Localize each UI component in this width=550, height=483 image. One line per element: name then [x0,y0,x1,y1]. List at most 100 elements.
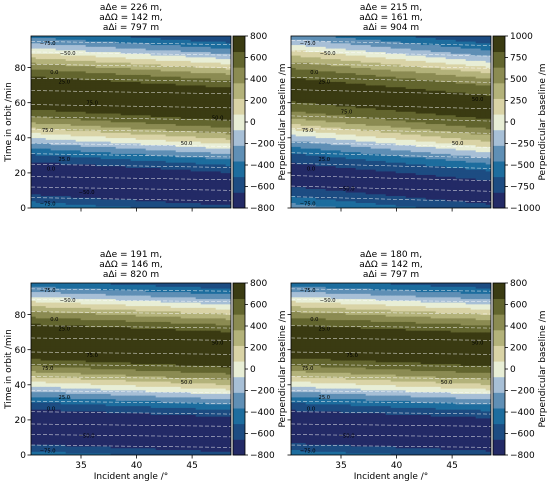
contour-cell [135,193,142,197]
contour-cell [325,49,332,53]
contour-cell [70,135,77,139]
contour-cell [220,162,227,165]
contour-cell [330,74,337,77]
contour-cell [35,55,42,58]
contour-cell [190,195,197,198]
contour-cell [175,170,182,174]
contour-cell [160,95,167,98]
contour-cell [215,84,222,88]
contour-cell [135,144,142,147]
contour-cell [325,37,332,40]
contour-cell [125,198,132,202]
contour-cell [205,193,212,197]
contour-cell [325,165,332,168]
contour-cell [150,46,157,49]
contour-cell [195,183,202,186]
contour-cell [200,62,207,65]
contour-cell [120,198,127,202]
contour-cell [31,191,37,195]
contour-cell [165,205,172,208]
contour-cell [310,76,317,79]
contour-cell [80,186,87,189]
contour-cell [215,197,222,200]
contour-cell [175,148,182,151]
contour-cell [65,88,72,91]
contour-cell [205,149,212,153]
contour-cell [140,56,147,60]
contour-cell [160,98,167,102]
contour-cell [200,198,207,202]
contour-cell [215,153,222,156]
contour-cell [175,69,182,72]
contour-cell [130,141,137,144]
contour-cell [200,139,207,142]
contour-cell [335,84,342,88]
contour-cell [225,184,231,188]
contour-cell [125,160,132,163]
contour-cell [185,51,192,54]
contour-cell [175,149,182,153]
colorbar-swatch [233,145,245,162]
contour-cell [295,177,302,181]
contour-cell [160,146,167,149]
contour-cell [75,186,82,189]
contour-cell [130,181,137,184]
contour-cell [60,62,67,65]
contour-cell [100,193,107,197]
contour-cell [120,125,127,128]
contour-cell [150,141,157,144]
contour-cell [120,135,127,139]
contour-cell [70,95,77,98]
contour-cell [50,197,57,200]
contour-cell [305,193,312,197]
contour-cell [31,119,37,123]
contour-cell [135,137,142,140]
contour-cell [200,111,207,114]
contour-cell [305,156,312,160]
contour-cell [215,133,222,137]
contour-cell [60,158,67,161]
contour-cell [295,56,302,60]
contour-cell [85,67,92,70]
contour-cell [105,111,112,114]
contour-cell [40,125,47,128]
contour-cell [55,184,62,188]
contour-cell [35,65,42,68]
contour-cell [45,104,52,107]
contour-cell [215,56,222,60]
contour-cell [135,98,142,102]
contour-cell [125,177,132,181]
contour-cell [135,42,142,46]
contour-cell [115,169,122,172]
contour-cell [55,100,62,103]
contour-cell [300,146,307,149]
contour-cell [150,67,157,70]
contour-cell [160,176,167,179]
contour-cell [85,95,92,98]
contour-cell [305,205,312,208]
contour-cell [225,119,231,123]
contour-cell [295,132,302,135]
contour-cell [160,105,167,109]
contour-cell [145,142,152,146]
contour-cell [300,190,307,193]
contour-cell [305,100,312,103]
contour-cell [220,170,227,174]
contour-cell [155,55,162,58]
contour-cell [35,195,42,198]
contour-cell [210,153,217,156]
contour-cell [175,72,182,75]
contour-cell [145,107,152,111]
contour-cell [291,79,297,82]
contour-cell [305,188,312,191]
contour-cell [195,95,202,98]
contour-cell [35,158,42,161]
contour-cell [40,205,47,208]
contour-cell [115,84,122,88]
contour-cell [80,133,87,137]
contour-cell [190,81,197,84]
contour-cell [205,179,212,182]
contour-cell [330,146,337,149]
contour-cell [200,184,207,188]
contour-cell [40,63,47,67]
